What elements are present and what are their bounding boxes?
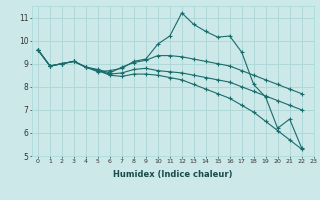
X-axis label: Humidex (Indice chaleur): Humidex (Indice chaleur): [113, 170, 233, 179]
